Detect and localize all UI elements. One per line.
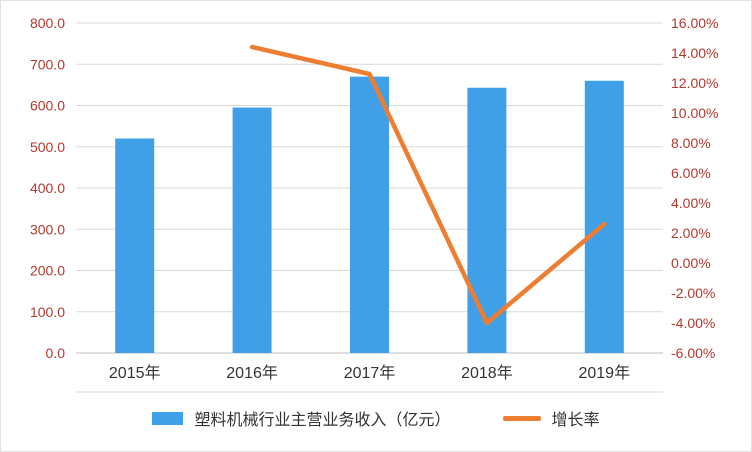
x-axis-label-2019年: 2019年	[578, 364, 630, 382]
right-axis-tick-label: 8.00%	[671, 135, 711, 151]
revenue-bar-2017年	[350, 76, 389, 353]
left-axis-tick-label: 400.0	[30, 180, 65, 196]
right-axis-tick-label: 12.00%	[671, 75, 718, 91]
growth-legend-swatch	[502, 415, 541, 421]
right-axis-tick-label: -4.00%	[671, 315, 715, 331]
growth-legend-label: 增长率	[551, 412, 600, 429]
left-axis-tick-label: 100.0	[30, 304, 65, 320]
revenue-bar-2015年	[115, 138, 155, 353]
left-axis-tick-label: 0.0	[46, 345, 66, 361]
x-axis-label-2016年: 2016年	[226, 364, 278, 382]
right-axis-tick-label: 6.00%	[671, 165, 711, 181]
left-axis-tick-label: 800.0	[30, 15, 65, 31]
revenue-legend-label: 塑料机械行业主营业务收入（亿元）	[194, 412, 451, 429]
x-axis-label-2015年: 2015年	[109, 364, 161, 382]
revenue-bar-2018年	[467, 87, 507, 353]
legend-item-revenue: 塑料机械行业主营业务收入（亿元）	[152, 406, 451, 430]
left-axis-tick-label: 300.0	[30, 221, 65, 237]
legend: 塑料机械行业主营业务收入（亿元） 增长率	[1, 406, 751, 430]
right-axis-tick-label: -6.00%	[671, 345, 715, 361]
right-axis-tick-label: 10.00%	[671, 105, 718, 121]
left-axis-tick-label: 500.0	[30, 139, 65, 155]
right-axis-tick-label: 16.00%	[671, 15, 718, 31]
revenue-bar-2016年	[232, 107, 272, 353]
x-axis-label-2017年: 2017年	[344, 364, 396, 382]
x-axis-label-2018年: 2018年	[461, 364, 513, 382]
right-axis-tick-label: 0.00%	[671, 255, 711, 271]
revenue-bar-2019年	[584, 80, 624, 353]
growth-rate-line	[249, 44, 607, 326]
right-axis-tick-label: 2.00%	[671, 225, 711, 241]
left-axis-tick-label: 700.0	[30, 56, 65, 72]
legend-item-growth: 增长率	[502, 406, 600, 430]
right-axis-tick-label: 14.00%	[671, 45, 718, 61]
right-axis-tick-label: 4.00%	[671, 195, 711, 211]
right-axis-tick-label: -2.00%	[671, 285, 715, 301]
left-axis-tick-label: 200.0	[30, 263, 65, 279]
revenue-legend-swatch	[152, 411, 184, 425]
left-axis-tick-label: 600.0	[30, 98, 65, 114]
